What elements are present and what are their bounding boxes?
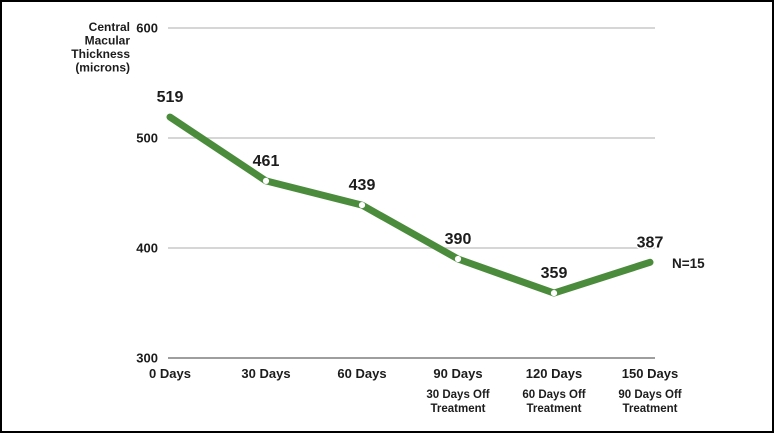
x-tick-label: 30 Days: [241, 366, 290, 381]
x-tick-label: 150 Days: [622, 366, 678, 381]
x-sub-label: Treatment: [623, 403, 678, 415]
x-sub-label: 30 Days Off: [426, 389, 489, 401]
point-marker-gap: [550, 290, 558, 297]
y-tick-label: 500: [136, 131, 158, 146]
x-sub-label: 60 Days Off: [522, 389, 585, 401]
y-tick-label: 400: [136, 241, 158, 256]
x-sub-label: 90 Days Off: [618, 389, 681, 401]
point-marker-gap: [454, 255, 462, 263]
y-axis-title-line: Central: [89, 20, 130, 34]
y-tick-label: 300: [136, 351, 158, 366]
data-label: 390: [445, 231, 472, 248]
data-label: 461: [253, 153, 280, 170]
data-label: 359: [541, 265, 568, 282]
point-marker-gap: [262, 177, 270, 184]
x-tick-label: 90 Days: [433, 366, 482, 381]
x-sub-label: Treatment: [527, 403, 582, 415]
x-sub-label: Treatment: [431, 403, 486, 415]
sample-size-annotation: N=15: [672, 256, 705, 271]
x-tick-label: 120 Days: [526, 366, 582, 381]
data-label: 387: [637, 234, 664, 251]
y-axis-title-line: Thickness: [71, 47, 130, 61]
data-label: 519: [157, 89, 184, 106]
x-tick-label: 60 Days: [337, 366, 386, 381]
trend-line: [166, 113, 654, 297]
point-marker-gap: [358, 202, 366, 209]
y-axis-title-line: Macular: [85, 34, 131, 48]
y-axis-title-line: (microns): [75, 61, 130, 75]
x-tick-label: 0 Days: [149, 366, 191, 381]
data-label: 439: [349, 177, 376, 194]
y-tick-label: 600: [136, 21, 158, 36]
